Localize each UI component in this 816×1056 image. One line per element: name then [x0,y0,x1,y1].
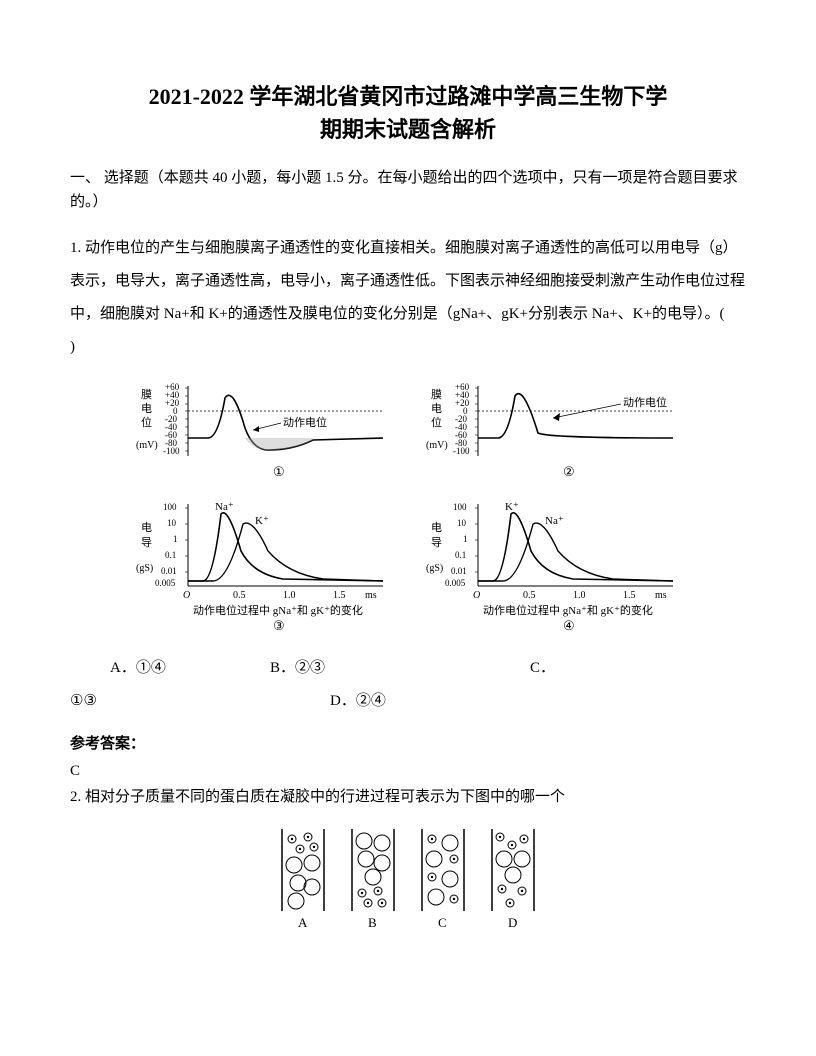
svg-text:(mV): (mV) [426,440,448,451]
svg-text:0.5: 0.5 [523,590,536,601]
svg-text:动作电位过程中 gNa⁺和 gK⁺的变化: 动作电位过程中 gNa⁺和 gK⁺的变化 [193,603,363,617]
svg-text:B: B [368,915,377,929]
svg-text:0.5: 0.5 [233,590,246,601]
svg-text:ms: ms [365,590,377,601]
title-line-2: 期期末试题含解析 [70,113,746,146]
svg-text:10: 10 [457,518,467,528]
fig-num-1: ① [273,464,285,479]
svg-text:0.005: 0.005 [445,578,466,588]
section-header: 一、 选择题（本题共 40 小题，每小题 1.5 分。在每小题给出的四个选项中，… [70,166,746,214]
gel-c: C [418,829,468,934]
option-b: B．②③ [270,652,530,685]
svg-text:0.1: 0.1 [455,550,466,560]
answer-value: C [70,763,746,780]
svg-text:1.5: 1.5 [623,590,636,601]
ylabel-icon: 膜 [141,388,152,401]
svg-text:导: 导 [141,536,152,549]
gel-d: D [488,829,538,934]
svg-text:动作电位: 动作电位 [623,395,667,409]
svg-text:K⁺: K⁺ [255,515,269,527]
svg-text:100: 100 [453,502,467,512]
svg-text:(gS): (gS) [426,563,443,574]
svg-text:C: C [438,915,447,929]
svg-text:电: 电 [141,402,152,415]
fig-num-3: ③ [273,618,285,633]
svg-text:100: 100 [163,502,177,512]
svg-text:位: 位 [431,415,442,429]
fig-num-2: ② [563,464,575,479]
svg-text:-100: -100 [453,446,470,456]
svg-text:动作电位过程中 gNa⁺和 gK⁺的变化: 动作电位过程中 gNa⁺和 gK⁺的变化 [483,603,653,617]
figure-row-bottom: 电 导 (gS) 100 10 1 0.1 0.01 0.005 O 0.5 1 [70,496,746,636]
svg-text:1: 1 [463,534,468,544]
svg-text:1.0: 1.0 [283,590,296,601]
svg-text:电: 电 [141,521,152,534]
option-d: D．②④ [330,685,746,718]
svg-text:0.01: 0.01 [451,566,467,576]
options: A．①④ B．②③ C． ①③ D．②④ [70,652,746,718]
svg-text:0.01: 0.01 [161,566,177,576]
svg-text:O: O [183,590,190,601]
svg-text:电: 电 [431,402,442,415]
svg-text:0.005: 0.005 [155,578,176,588]
svg-text:10: 10 [167,518,177,528]
gel-a: A [278,829,328,934]
svg-text:动作电位: 动作电位 [283,415,327,429]
svg-text:0.1: 0.1 [165,550,176,560]
svg-text:A: A [298,915,308,929]
svg-text:(mV): (mV) [136,440,158,451]
figure-3: 电 导 (gS) 100 10 1 0.1 0.01 0.005 O 0.5 1 [133,496,393,636]
q2-text: 2. 相对分子质量不同的蛋白质在凝胶中的行进过程可表示为下图中的哪一个 [70,784,746,811]
svg-text:位: 位 [141,415,152,429]
svg-text:-100: -100 [163,446,180,456]
svg-text:1.5: 1.5 [333,590,346,601]
figure-4: 电 导 (gS) 100 10 1 0.1 0.01 0.005 O 0.5 1… [423,496,683,636]
svg-text:ms: ms [655,590,667,601]
option-c-cont: ①③ [70,685,330,718]
figure-row-top: 膜 电 位 (mV) +60 +40 +20 0 -20 -40 -60 -80… [70,378,746,488]
option-a: A．①④ [70,652,270,685]
svg-text:1: 1 [173,534,178,544]
svg-text:O: O [473,590,480,601]
figure-2: 膜 电 位 (mV) +60 +40 +20 0 -20 -40 -60 -80… [423,378,683,488]
answer-label: 参考答案： [70,732,746,753]
option-c: C． [530,652,746,685]
title-line-1: 2021-2022 学年湖北省黄冈市过路滩中学高三生物下学 [70,80,746,113]
svg-text:电: 电 [431,521,442,534]
svg-text:(gS): (gS) [136,563,153,574]
svg-text:D: D [508,915,517,929]
gel-figure-row: A B [70,829,746,934]
fig-num-4: ④ [563,618,575,633]
svg-text:K⁺: K⁺ [505,501,519,513]
svg-text:膜: 膜 [431,388,442,401]
svg-text:Na⁺: Na⁺ [545,515,564,527]
svg-text:1.0: 1.0 [573,590,586,601]
svg-text:导: 导 [431,536,442,549]
svg-text:Na⁺: Na⁺ [215,501,234,513]
gel-b: B [348,829,398,934]
figure-1: 膜 电 位 (mV) +60 +40 +20 0 -20 -40 -60 -80… [133,378,393,488]
q1-text: 1. 动作电位的产生与细胞膜离子通透性的变化直接相关。细胞膜对离子通透性的高低可… [70,232,746,364]
